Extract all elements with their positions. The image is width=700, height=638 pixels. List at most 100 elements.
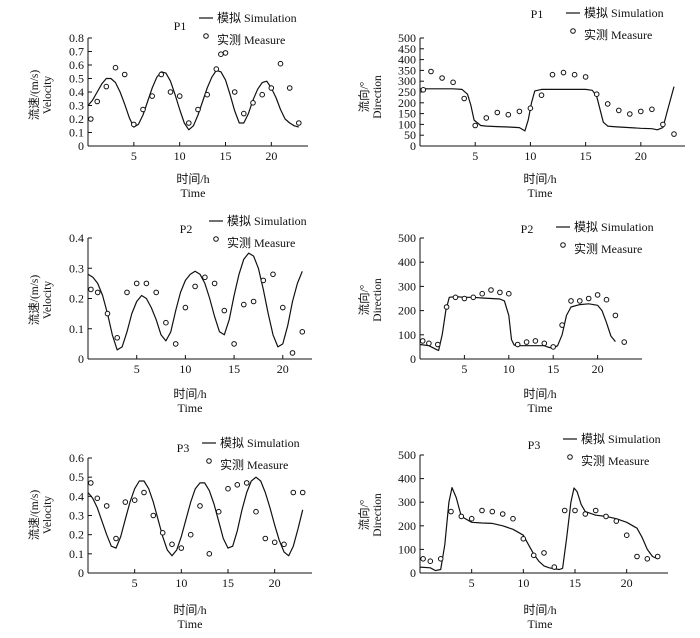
measure-point xyxy=(530,552,537,559)
measure-point xyxy=(505,111,512,118)
legend-simulation-label: 模拟 Simulation xyxy=(217,11,297,25)
y-tick-label: 0 xyxy=(410,566,416,580)
y-tick-label: 0.4 xyxy=(69,489,84,503)
simulation-line xyxy=(87,252,303,351)
measure-point xyxy=(270,271,276,278)
measure-point xyxy=(538,92,545,98)
measure-point xyxy=(420,87,427,93)
legend-measure-marker xyxy=(206,458,212,464)
measure-point xyxy=(221,307,228,314)
y-tick-label: 100 xyxy=(398,328,416,342)
measure-point xyxy=(187,531,194,538)
measure-point xyxy=(472,122,479,129)
measure-point xyxy=(280,304,286,311)
y-tick-label: 0.5 xyxy=(69,72,84,86)
measure-point xyxy=(204,91,210,98)
legend-measure-marker xyxy=(560,242,566,248)
measure-point xyxy=(479,507,485,514)
measure-point xyxy=(211,280,218,287)
measure-point xyxy=(176,93,183,99)
measure-point xyxy=(94,98,100,105)
measure-point xyxy=(182,304,189,311)
y-tick-label: 0.1 xyxy=(69,547,84,561)
y-axis-label-cn: 流速/(m/s) xyxy=(27,70,41,121)
measure-point xyxy=(452,294,459,301)
chart-panel-p2-velocity: 0 0.1 0.2 0.3 0.4 5 10 15 20 P2 模拟 Simulation 实测 Me… xyxy=(27,214,312,415)
x-axis-label-en: Time xyxy=(528,186,553,200)
y-tick-label: 0 xyxy=(410,139,416,153)
measure-point xyxy=(262,535,269,542)
x-tick-label: 15 xyxy=(580,149,592,163)
measure-point xyxy=(94,495,101,502)
measure-point xyxy=(103,83,110,90)
measure-point xyxy=(420,556,426,562)
y-axis-label-en: Velocity xyxy=(42,76,54,115)
measure-point xyxy=(426,340,432,347)
legend-measure-label: 实测 Measure xyxy=(227,235,295,250)
y-tick-label: 200 xyxy=(398,304,416,318)
measure-point xyxy=(572,507,578,514)
x-tick-label: 20 xyxy=(265,149,277,163)
x-axis-label-cn: 时间/h xyxy=(523,172,556,186)
x-tick-label: 15 xyxy=(569,576,581,590)
measure-point xyxy=(461,295,468,302)
measure-point xyxy=(428,68,434,75)
legend-simulation-label: 模拟 Simulation xyxy=(574,220,654,234)
measure-point xyxy=(253,508,259,515)
y-tick-label: 0.6 xyxy=(69,58,84,72)
measure-point xyxy=(550,344,557,350)
measure-point xyxy=(541,550,547,556)
measure-point xyxy=(121,71,128,78)
measure-point xyxy=(299,329,306,335)
measure-point xyxy=(133,280,140,287)
panel-title: P2 xyxy=(180,222,193,236)
simulation-line xyxy=(87,69,299,131)
legend-measure-label: 实测 Measure xyxy=(584,27,652,42)
y-tick-label: 0 xyxy=(78,566,84,580)
y-axis-label-en: Direction xyxy=(372,493,384,537)
x-tick-label: 15 xyxy=(228,362,240,376)
measure-point xyxy=(604,101,611,107)
measure-point xyxy=(582,74,589,80)
measure-point xyxy=(514,341,521,348)
y-tick-label: 100 xyxy=(398,542,416,556)
measure-point xyxy=(499,511,506,517)
measure-point xyxy=(286,85,293,91)
measure-point xyxy=(281,541,287,548)
measure-point xyxy=(260,277,267,284)
y-axis-label-cn: 流速/(m/s) xyxy=(27,275,41,326)
measure-point xyxy=(577,298,583,304)
y-axis-label-cn: 流向/° xyxy=(357,499,371,530)
measure-point xyxy=(470,294,477,301)
y-tick-label: 400 xyxy=(398,255,416,269)
y-tick-label: 0.5 xyxy=(69,470,84,484)
y-axis-label-en: Velocity xyxy=(42,496,54,535)
x-tick-label: 15 xyxy=(222,576,234,590)
measure-point xyxy=(167,89,174,95)
measure-point xyxy=(427,558,434,565)
measure-point xyxy=(218,51,224,58)
measure-point xyxy=(141,489,147,496)
measure-point xyxy=(243,480,250,486)
measure-point xyxy=(638,108,644,115)
measure-point xyxy=(131,497,138,504)
measure-point xyxy=(541,340,548,347)
y-tick-label: 0.8 xyxy=(69,31,84,45)
y-axis-label-en: Direction xyxy=(372,75,384,119)
y-tick-label: 300 xyxy=(398,495,416,509)
measure-point xyxy=(621,339,628,345)
y-axis-label-cn: 流向/° xyxy=(357,81,371,112)
measure-point xyxy=(290,489,297,496)
measure-point xyxy=(192,283,198,290)
y-tick-label: 500 xyxy=(398,448,416,462)
simulation-line xyxy=(87,476,304,557)
x-tick-label: 20 xyxy=(635,149,647,163)
measure-point xyxy=(231,341,237,347)
measure-point xyxy=(112,64,119,71)
y-tick-label: 0.1 xyxy=(69,322,84,336)
measure-point xyxy=(483,115,490,121)
chart-panel-p1-velocity: 00.10.20.30.40.50.60.70.8 5 10 15 20 P1 模拟 Sim… xyxy=(27,11,308,200)
measure-point xyxy=(450,79,456,86)
